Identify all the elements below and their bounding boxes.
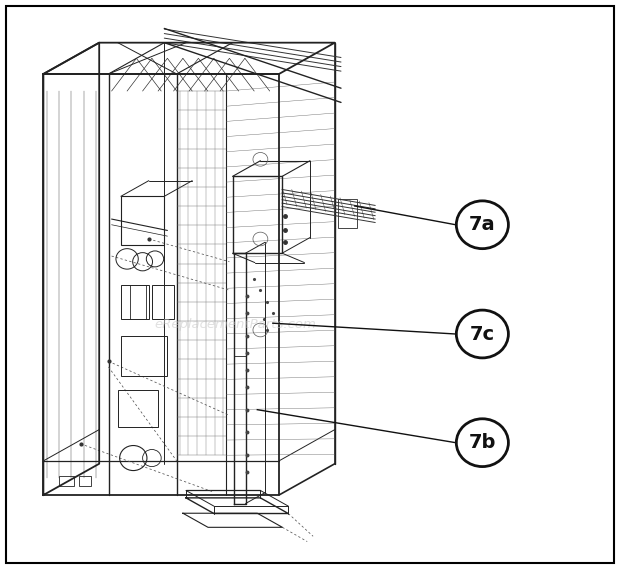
Bar: [79, 476, 91, 486]
Bar: [152, 284, 174, 319]
Text: 7a: 7a: [469, 215, 495, 234]
Bar: [338, 199, 356, 228]
Text: 7c: 7c: [470, 324, 495, 344]
Text: eReplacementParts.com: eReplacementParts.com: [154, 318, 317, 331]
Bar: [59, 476, 74, 486]
Text: 7b: 7b: [469, 433, 496, 452]
Bar: [121, 336, 167, 376]
Bar: [121, 284, 149, 319]
Bar: [118, 390, 158, 427]
